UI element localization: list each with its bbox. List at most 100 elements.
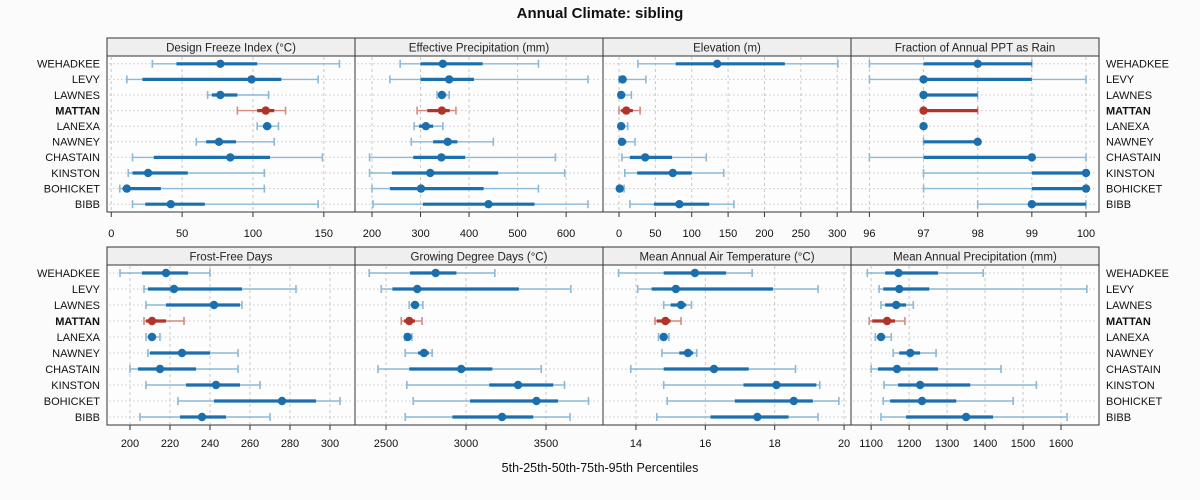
panel-header-title: Fraction of Annual PPT as Rain bbox=[895, 43, 1055, 55]
site-label-right-mattan: MATTAN bbox=[1106, 316, 1151, 328]
site-label-left-lanexa: LANEXA bbox=[57, 121, 101, 133]
percentile-row-chastain bbox=[621, 153, 708, 162]
median-dot bbox=[438, 59, 448, 68]
site-label-right-nawney: NAWNEY bbox=[1106, 137, 1155, 149]
x-tick-label: 1500 bbox=[1011, 438, 1035, 450]
x-tick-label: 200 bbox=[363, 228, 381, 240]
median-dot bbox=[676, 300, 686, 310]
percentile-row-wehadkee bbox=[119, 268, 211, 278]
median-dot bbox=[405, 316, 414, 326]
percentile-row-chastain bbox=[868, 153, 1087, 162]
median-dot bbox=[683, 348, 693, 358]
site-label-right-bohicket: BOHICKET bbox=[1106, 183, 1163, 195]
percentile-row-bibb bbox=[139, 412, 271, 422]
panel-frost-free-days: 200 220 240 260 280 300 Frost-Free Days bbox=[106, 246, 356, 450]
x-tick-label: 100 bbox=[683, 228, 701, 240]
median-dot bbox=[895, 284, 904, 294]
site-label-right-lawnes: LAWNES bbox=[1106, 90, 1152, 102]
panel-effective-precipitation: 200 300 400 500 600 Effective Precipitation (… bbox=[354, 37, 604, 240]
median-dot bbox=[618, 75, 627, 84]
median-dot bbox=[437, 106, 447, 115]
x-tick-label: 200 bbox=[755, 228, 773, 240]
x-tick-label: 16 bbox=[699, 438, 711, 450]
x-tick-label: 150 bbox=[719, 228, 737, 240]
median-dot bbox=[421, 122, 431, 131]
x-tick-label: 300 bbox=[828, 228, 846, 240]
percentile-row-bohicket bbox=[412, 396, 590, 406]
percentile-row-lawnes bbox=[662, 300, 693, 310]
x-tick-label: 150 bbox=[315, 228, 333, 240]
percentile-row-nawney bbox=[410, 137, 495, 146]
percentile-row-kinston bbox=[145, 380, 261, 390]
median-dot bbox=[709, 364, 719, 374]
median-dot bbox=[169, 284, 179, 294]
x-tick-label: 250 bbox=[792, 228, 810, 240]
percentile-row-levy bbox=[380, 284, 572, 294]
median-dot bbox=[216, 90, 225, 100]
percentile-row-levy bbox=[636, 284, 819, 294]
x-tick-label: 100 bbox=[244, 228, 262, 240]
median-dot bbox=[166, 200, 175, 209]
site-label-left-lanexa: LANEXA bbox=[57, 332, 101, 344]
percentile-row-mattan bbox=[654, 316, 682, 326]
panel-header-title: Mean Annual Precipitation (mm) bbox=[893, 252, 1057, 264]
median-dot bbox=[497, 412, 507, 422]
median-dot bbox=[712, 59, 722, 68]
median-dot bbox=[675, 200, 684, 209]
percentile-row-kinston bbox=[127, 168, 266, 178]
median-dot bbox=[640, 153, 650, 162]
x-tick-label: 1600 bbox=[1049, 438, 1073, 450]
median-dot bbox=[616, 122, 626, 131]
x-tick-label: 300 bbox=[321, 438, 339, 450]
x-tick-label: 100 bbox=[1077, 228, 1095, 240]
panel-header bbox=[850, 37, 1100, 57]
percentile-row-levy bbox=[126, 75, 319, 84]
percentile-row-wehadkee bbox=[868, 59, 1033, 68]
percentile-row-wehadkee bbox=[399, 59, 540, 68]
x-tick-label: 400 bbox=[460, 228, 478, 240]
site-label-left-wehadkee: WEHADKEE bbox=[37, 268, 100, 280]
median-dot bbox=[214, 137, 224, 146]
percentile-row-nawney bbox=[922, 137, 982, 146]
site-label-right-kinston: KINSTON bbox=[1106, 380, 1155, 392]
x-tick-label: 300 bbox=[411, 228, 429, 240]
site-label-left-nawney: NAWNEY bbox=[52, 348, 101, 360]
median-dot bbox=[177, 348, 187, 358]
percentile-row-bibb bbox=[880, 412, 1068, 422]
median-dot bbox=[226, 153, 235, 162]
percentile-row-kinston bbox=[624, 168, 725, 178]
site-label-left-chastain: CHASTAIN bbox=[45, 152, 100, 164]
median-dot bbox=[668, 168, 678, 178]
percentile-row-chastain bbox=[129, 364, 239, 374]
panel-elevation: 0 50 100 150 200 250 300 Elevation (m) bbox=[602, 37, 852, 240]
median-dot bbox=[919, 75, 928, 84]
median-dot bbox=[443, 137, 452, 146]
percentile-row-lanexa bbox=[874, 332, 893, 342]
median-dot bbox=[789, 396, 798, 406]
x-tick-label: 14 bbox=[630, 438, 642, 450]
percentile-row-lanexa bbox=[657, 332, 670, 342]
x-tick-label: 200 bbox=[121, 438, 139, 450]
percentile-row-chastain bbox=[368, 153, 557, 162]
x-tick-label: 2500 bbox=[374, 438, 398, 450]
percentile-row-lawnes bbox=[436, 90, 450, 100]
percentile-row-mattan bbox=[618, 106, 641, 115]
percentile-row-bibb bbox=[976, 200, 1087, 209]
median-dot bbox=[484, 200, 493, 209]
percentile-row-mattan bbox=[236, 106, 287, 115]
site-label-left-chastain: CHASTAIN bbox=[45, 364, 100, 376]
panel-header-title: Effective Precipitation (mm) bbox=[409, 43, 550, 55]
site-label-right-lanexa: LANEXA bbox=[1106, 121, 1150, 133]
panel-header-title: Growing Degree Days (°C) bbox=[411, 252, 548, 264]
median-dot bbox=[1027, 153, 1037, 162]
panel-design-freeze-index: 0 50 100 150 Design Freeze Index (°C) bbox=[106, 37, 356, 240]
percentile-row-kinston bbox=[662, 380, 821, 390]
median-dot bbox=[917, 396, 927, 406]
x-tick-label: 280 bbox=[281, 438, 299, 450]
percentile-row-nawney bbox=[617, 137, 636, 146]
median-dot bbox=[261, 106, 270, 115]
percentile-row-lanexa bbox=[413, 122, 444, 131]
site-label-right-lawnes: LAWNES bbox=[1106, 300, 1152, 312]
x-tick-label: 20 bbox=[838, 438, 850, 450]
